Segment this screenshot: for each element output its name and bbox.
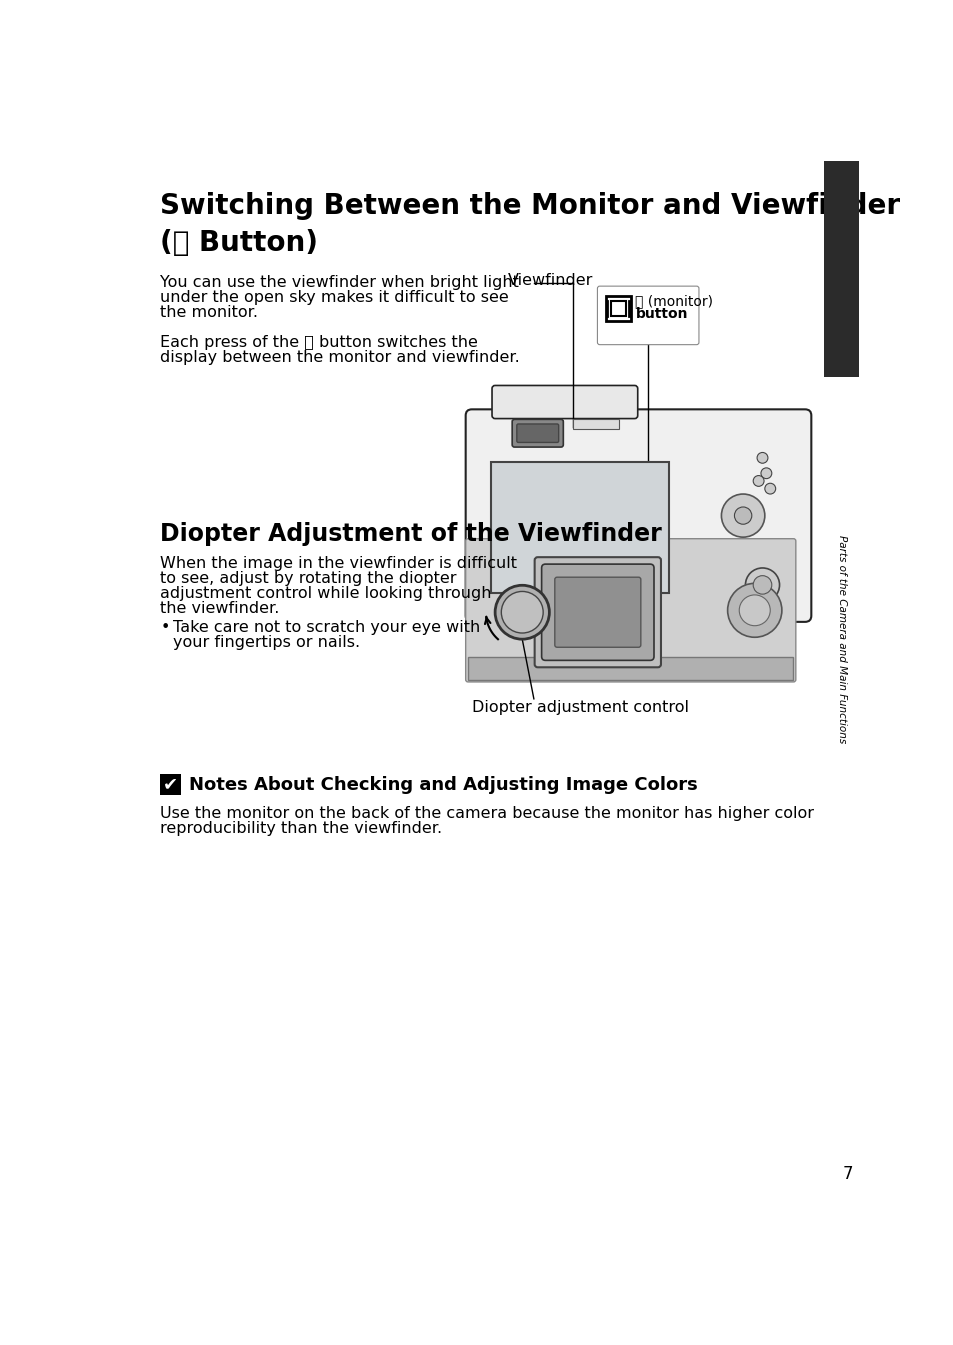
Text: ✔: ✔ — [163, 775, 178, 794]
Text: Parts of the Camera and Main Functions: Parts of the Camera and Main Functions — [836, 535, 845, 742]
Bar — [491, 461, 669, 593]
Text: •: • — [161, 620, 171, 635]
Circle shape — [739, 594, 769, 625]
Text: ⧈ (monitor): ⧈ (monitor) — [635, 295, 713, 308]
FancyBboxPatch shape — [541, 564, 654, 660]
Text: You can use the viewfinder when bright light: You can use the viewfinder when bright l… — [159, 276, 517, 291]
Text: reproducibility than the viewfinder.: reproducibility than the viewfinder. — [159, 820, 441, 835]
Bar — [159, 773, 181, 795]
Text: adjustment control while looking through: adjustment control while looking through — [159, 585, 491, 601]
Bar — [823, 161, 858, 377]
Circle shape — [757, 452, 767, 463]
FancyBboxPatch shape — [492, 386, 637, 418]
Circle shape — [720, 494, 764, 537]
Circle shape — [495, 585, 549, 639]
FancyBboxPatch shape — [512, 420, 562, 447]
Bar — [605, 296, 630, 321]
FancyBboxPatch shape — [597, 286, 699, 344]
FancyBboxPatch shape — [517, 424, 558, 443]
Text: display between the monitor and viewfinder.: display between the monitor and viewfind… — [159, 351, 518, 366]
Text: Switching Between the Monitor and Viewfinder: Switching Between the Monitor and Viewfi… — [159, 192, 899, 221]
Text: Use the monitor on the back of the camera because the monitor has higher color: Use the monitor on the back of the camer… — [159, 806, 813, 820]
Text: the monitor.: the monitor. — [159, 305, 257, 320]
Circle shape — [744, 568, 779, 601]
Circle shape — [753, 576, 771, 594]
Text: Notes About Checking and Adjusting Image Colors: Notes About Checking and Adjusting Image… — [189, 776, 697, 794]
Circle shape — [764, 483, 775, 494]
FancyBboxPatch shape — [555, 577, 640, 647]
FancyBboxPatch shape — [465, 539, 795, 682]
Text: Take care not to scratch your eye with: Take care not to scratch your eye with — [173, 620, 480, 635]
Circle shape — [753, 476, 763, 487]
Text: button: button — [635, 307, 687, 321]
Text: When the image in the viewfinder is difficult: When the image in the viewfinder is diff… — [159, 555, 516, 570]
Text: Diopter adjustment control: Diopter adjustment control — [472, 701, 688, 716]
Text: (⧈ Button): (⧈ Button) — [159, 229, 317, 257]
FancyBboxPatch shape — [465, 409, 810, 621]
Text: Viewfinder: Viewfinder — [508, 273, 593, 288]
Text: under the open sky makes it difficult to see: under the open sky makes it difficult to… — [159, 291, 508, 305]
Text: your fingertips or nails.: your fingertips or nails. — [173, 635, 360, 650]
Circle shape — [734, 507, 751, 525]
Bar — [610, 301, 625, 316]
Text: Diopter Adjustment of the Viewfinder: Diopter Adjustment of the Viewfinder — [159, 522, 660, 546]
Bar — [468, 656, 793, 679]
Text: the viewfinder.: the viewfinder. — [159, 601, 278, 616]
FancyBboxPatch shape — [534, 557, 660, 667]
Circle shape — [727, 584, 781, 638]
Text: Each press of the ⧈ button switches the: Each press of the ⧈ button switches the — [159, 335, 476, 351]
Circle shape — [500, 592, 542, 633]
Bar — [572, 420, 618, 429]
Text: 7: 7 — [841, 1165, 852, 1184]
Text: to see, adjust by rotating the diopter: to see, adjust by rotating the diopter — [159, 570, 456, 585]
Circle shape — [760, 468, 771, 479]
